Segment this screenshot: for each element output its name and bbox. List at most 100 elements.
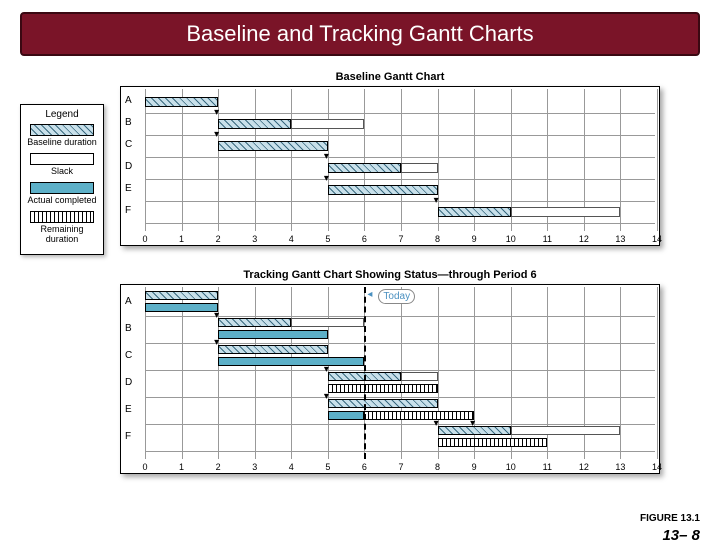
row-label: B [125,323,132,334]
row-label: D [125,161,132,172]
gantt-bar [328,163,401,173]
x-axis-tick: 12 [579,462,589,472]
dependency-arrow-icon: ▾ [214,131,219,139]
gridline [255,287,256,459]
dependency-arrow-icon: ▾ [434,197,439,205]
row-label: B [125,117,132,128]
x-axis-tick: 9 [472,234,477,244]
today-arrow-icon: ◂ [367,291,372,299]
x-axis-tick: 5 [325,462,330,472]
gantt-bar [291,318,364,327]
gridline [182,287,183,459]
x-axis-tick: 3 [252,234,257,244]
x-axis-tick: 6 [362,462,367,472]
row-line [145,223,655,224]
row-label: D [125,377,132,388]
x-axis-tick: 4 [289,234,294,244]
tracking-chart-title: Tracking Gantt Chart Showing Status—thro… [121,269,659,281]
gantt-bar [438,207,511,217]
x-axis-tick: 9 [472,462,477,472]
baseline-gantt-panel: Baseline Gantt Chart ▾▾▾▾▾01234567891011… [120,86,660,246]
row-line [145,135,655,136]
x-axis-tick: 0 [142,462,147,472]
row-label: C [125,139,132,150]
gantt-bar [511,426,621,435]
legend-swatch [30,153,94,165]
x-axis-tick: 6 [362,234,367,244]
figure-label: FIGURE 13.1 [640,513,700,524]
legend-label: Baseline duration [24,137,100,147]
gridline [145,287,146,459]
today-label: Today [378,289,415,304]
dependency-arrow-icon: ▾ [214,109,219,117]
x-axis-tick: 7 [398,234,403,244]
gantt-bar [328,384,438,393]
x-axis-tick: 5 [325,234,330,244]
gridline [620,287,621,459]
gantt-bar [218,357,364,366]
row-line [145,113,655,114]
legend-swatch [30,211,94,223]
x-axis-tick: 10 [506,234,516,244]
gantt-bar [218,119,291,129]
x-axis-tick: 1 [179,462,184,472]
row-label: E [125,404,132,415]
slide-title-bar: Baseline and Tracking Gantt Charts [20,12,700,56]
content-area: Legend Baseline durationSlackActual comp… [20,64,700,484]
x-axis-tick: 14 [652,234,662,244]
row-label: A [125,296,132,307]
row-label: C [125,350,132,361]
gantt-bar [328,411,365,420]
row-line [145,370,655,371]
gantt-bar [364,411,474,420]
x-axis-tick: 10 [506,462,516,472]
x-axis-tick: 8 [435,462,440,472]
gantt-bar [218,141,328,151]
gridline [620,89,621,231]
legend-label: Actual completed [24,195,100,205]
gantt-bar [218,330,328,339]
baseline-chart-title: Baseline Gantt Chart [121,71,659,83]
x-axis-tick: 2 [216,234,221,244]
gridline [145,89,146,231]
dependency-arrow-icon: ▾ [434,420,439,428]
gantt-bar [511,207,621,217]
row-label: F [125,205,131,216]
gantt-bar [328,399,438,408]
x-axis-tick: 1 [179,234,184,244]
gantt-bar [145,291,218,300]
dependency-arrow-icon: ▾ [324,366,329,374]
gridline [401,89,402,231]
x-axis-tick: 12 [579,234,589,244]
row-line [145,343,655,344]
row-label: A [125,95,132,106]
gantt-bar [291,119,364,129]
gridline [291,287,292,459]
x-axis-tick: 11 [543,462,552,472]
row-line [145,451,655,452]
slide-title: Baseline and Tracking Gantt Charts [186,21,533,47]
page-number: 13– 8 [662,527,700,544]
x-axis-tick: 13 [615,234,625,244]
row-label: E [125,183,132,194]
gantt-bar [218,318,291,327]
dependency-arrow-icon: ▾ [470,420,475,428]
legend-label: Remaining duration [24,224,100,244]
legend-swatch [30,182,94,194]
x-axis-tick: 7 [398,462,403,472]
legend-swatch [30,124,94,136]
x-axis-tick: 2 [216,462,221,472]
dependency-arrow-icon: ▾ [324,393,329,401]
row-line [145,424,655,425]
gantt-bar [218,345,328,354]
x-axis-tick: 14 [652,462,662,472]
tracking-gantt-panel: Tracking Gantt Chart Showing Status—thro… [120,284,660,474]
gantt-bar [145,303,218,312]
gridline [657,287,658,459]
row-line [145,201,655,202]
x-axis-tick: 13 [615,462,625,472]
gantt-bar [401,372,438,381]
gridline [182,89,183,231]
chart-area: ▾▾▾▾▾▾Today◂ [145,287,655,459]
row-line [145,397,655,398]
